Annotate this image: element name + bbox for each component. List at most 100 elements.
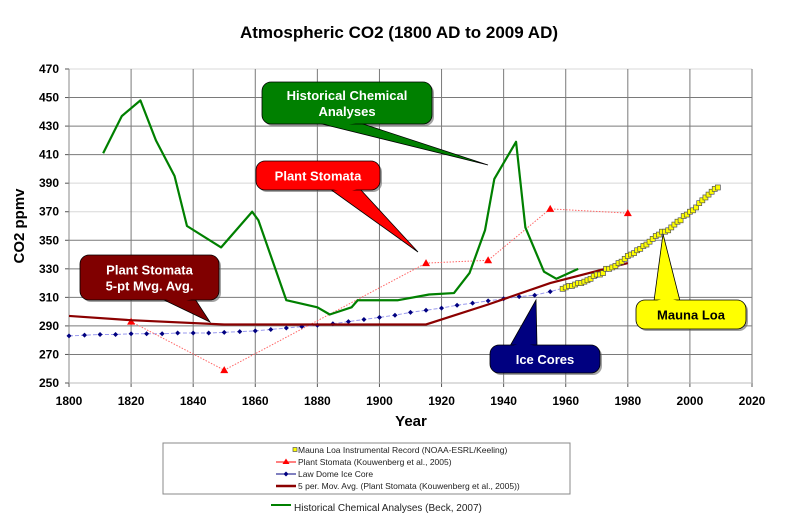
mauna-loa-point [637,245,644,252]
law-dome-point [175,330,181,336]
y-tick-label: 350 [39,233,59,247]
law-dome-point [128,331,134,337]
legend-marker-square [292,447,298,452]
law-dome-point [345,319,351,325]
callout-text: Mauna Loa [657,308,726,323]
callout-joint [331,189,359,192]
y-tick-label: 250 [39,376,59,390]
mauna-loa-point [612,263,619,269]
law-dome-point [113,331,119,337]
legend-label: Plant Stomata (Kouwenberg et al., 2005) [298,457,452,467]
law-dome-point [547,289,553,295]
mauna-loa-point [621,255,628,262]
mauna-loa-point [705,191,712,198]
law-dome-point [283,325,289,331]
series-layer [66,99,721,374]
mauna-loa-point [600,270,606,276]
law-dome-point [485,298,491,304]
legend-item-moving-avg: 5 per. Mov. Avg. (Plant Stomata (Kouwenb… [276,481,520,491]
legend-item-historical: Historical Chemical Analyses (Beck, 2007… [271,503,482,514]
x-tick-label: 2000 [677,394,704,408]
plant-stomata-point [220,366,229,374]
x-tick-label: 1920 [428,394,455,408]
callout-pointer [317,122,489,166]
x-tick-label: 1960 [552,394,579,408]
mauna-loa-point [671,221,678,228]
mauna-loa-point [702,194,709,201]
plant-stomata-point [422,259,431,267]
y-tick-label: 290 [39,319,59,333]
series-moving-average-line [68,262,629,326]
callout-box [255,160,381,191]
callout-joint [319,123,359,126]
x-tick-label: 1980 [614,394,641,408]
callout-ice: Ice Cores [489,298,602,375]
mauna-loa-point [714,184,721,191]
legend-item-plant-stomata: Plant Stomata (Kouwenberg et al., 2005) [276,457,452,467]
y-tick-label: 270 [39,347,59,361]
y-tick-label: 430 [39,119,59,133]
law-dome-point [376,314,382,320]
y-tick-label: 470 [39,62,59,76]
callout-text: Historical Chemical [287,88,408,103]
law-dome-point [97,331,103,337]
legend-marker-triangle [282,458,290,464]
mauna-loa-point [618,258,625,265]
legend-label: Historical Chemical Analyses (Beck, 2007… [294,503,482,514]
x-tick-label: 1840 [180,394,207,408]
mauna-loa-point [708,188,715,195]
mauna-loa-point [665,227,672,234]
law-dome-point [532,292,538,298]
law-dome-point [82,332,88,338]
x-tick-label: 1800 [56,394,83,408]
law-dome-point [454,302,460,308]
callout-pointer [509,298,538,347]
mauna-loa-point [696,200,703,207]
mauna-loa-point [643,241,650,248]
law-dome-point [144,331,150,337]
y-tick-label: 390 [39,176,59,190]
law-dome-point [159,331,165,337]
law-dome-point [470,300,476,306]
y-tick-label: 450 [39,91,59,105]
law-dome-point [392,312,398,318]
mauna-loa-point [587,275,594,282]
law-dome-point [361,316,367,322]
legend-label: 5 per. Mov. Avg. (Plant Stomata (Kouwenb… [298,481,520,491]
mauna-loa-point [631,250,637,256]
callout-pointer [161,298,212,323]
y-tick-label: 310 [39,290,59,304]
y-tick-label: 410 [39,148,59,162]
mauna-loa-point [693,204,699,211]
callout-text: Plant Stomata [275,169,362,184]
axes: 250 270 290 310 330 350 370 390 410 430 450 470 1800… [39,62,766,408]
law-dome-point [206,330,212,336]
legend-label: Mauna Loa Instrumental Record (NOAA-ESRL… [298,445,507,455]
mauna-loa-point [683,211,690,218]
callout-joint [511,343,536,346]
y-axis-title: CO2 ppmv [11,188,28,264]
legend-item-law-dome: Law Dome Ice Core [276,469,373,479]
law-dome-point [221,329,227,335]
mauna-loa-point [656,231,662,238]
mauna-loa-point [699,197,706,204]
mauna-loa-point [646,238,653,245]
mauna-loa-point [690,207,696,214]
series-historical-line [102,99,579,316]
law-dome-point [66,333,72,339]
x-tick-label: 1820 [118,394,145,408]
law-dome-point [439,305,445,311]
mauna-loa-point [649,235,656,242]
y-tick-label: 370 [39,205,59,219]
x-tick-label: 2020 [739,394,766,408]
plant-stomata-point [484,256,493,264]
law-dome-point [516,294,522,300]
law-dome-point [268,326,274,332]
callout-box [79,254,220,301]
callout-pointer [328,188,419,253]
callout-stomata: Plant Stomata [255,160,419,253]
